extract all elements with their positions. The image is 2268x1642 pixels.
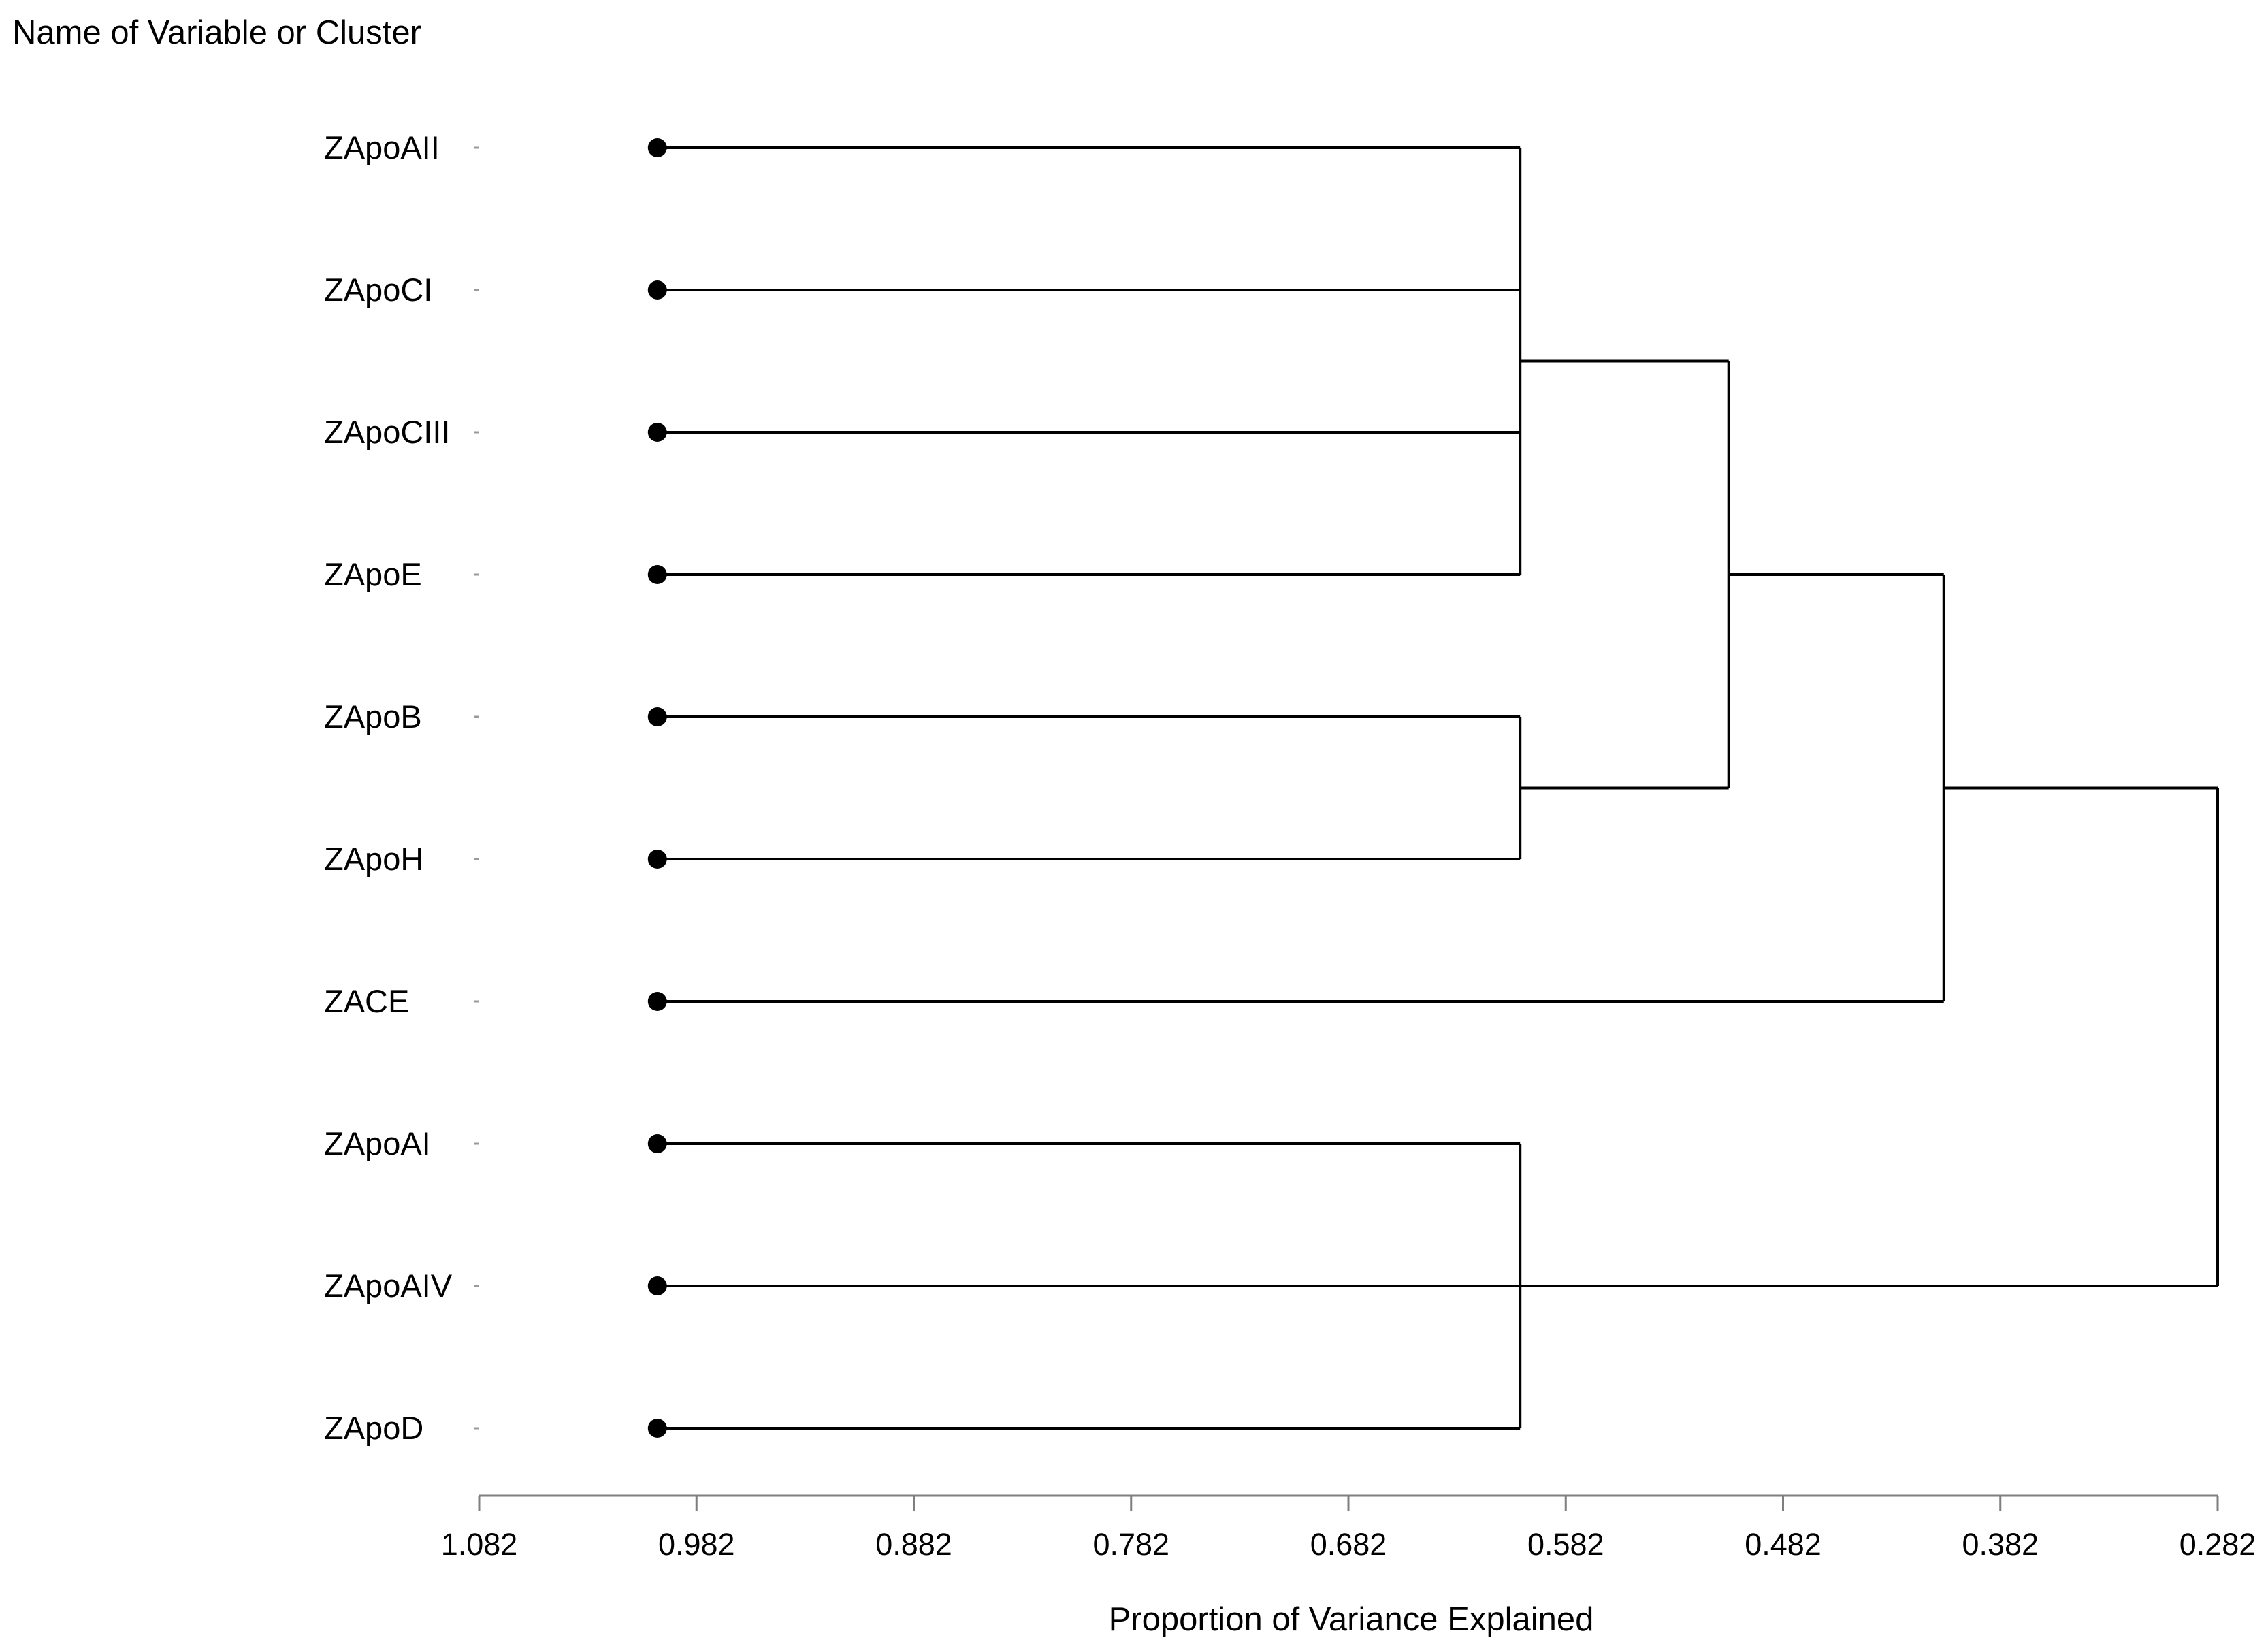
leaf-labels: ZApoAII ZApoCI ZApoCIII ZApoE ZApoB ZApoH ZACE… — [324, 129, 479, 1446]
leaf-label: ZApoE — [324, 556, 422, 592]
leaf-marker — [647, 565, 667, 584]
leaf-marker — [647, 1134, 667, 1153]
leaf-label: ZApoB — [324, 698, 422, 735]
leaf-label: ZApoH — [324, 841, 423, 877]
leaf-marker — [647, 1419, 667, 1438]
leaf-marker — [647, 138, 667, 157]
x-tick-label: 0.682 — [1310, 1527, 1387, 1562]
x-axis-title: Proportion of Variance Explained — [1109, 1601, 1594, 1638]
leaf-label: ZApoAII — [324, 129, 440, 165]
dendrogram-links — [657, 146, 2219, 1430]
leaf-marker — [647, 280, 667, 300]
leaf-label: ZACE — [324, 983, 409, 1019]
leaf-marker — [647, 423, 667, 442]
leaf-label: ZApoD — [324, 1410, 423, 1446]
x-tick-label: 0.382 — [1962, 1527, 2039, 1562]
x-tick-label: 0.282 — [2180, 1527, 2256, 1562]
x-tick-label: 1.082 — [441, 1527, 518, 1562]
leaf-markers — [647, 138, 667, 1438]
x-tick-label: 0.582 — [1527, 1527, 1604, 1562]
leaf-marker — [647, 992, 667, 1011]
leaf-label: ZApoAIV — [324, 1268, 453, 1304]
leaf-marker — [647, 1276, 667, 1295]
y-axis-title: Name of Variable or Cluster — [12, 14, 421, 51]
leaf-label: ZApoCIII — [324, 414, 450, 450]
leaf-marker — [647, 850, 667, 869]
leaf-label: ZApoCI — [324, 272, 432, 308]
x-axis: 1.082 0.982 0.882 0.782 0.682 0.582 0.482 0.382… — [441, 1494, 2256, 1562]
x-tick-label: 0.482 — [1745, 1527, 1821, 1562]
leaf-label: ZApoAI — [324, 1125, 431, 1161]
x-tick-label: 0.882 — [875, 1527, 952, 1562]
x-tick-label: 0.782 — [1092, 1527, 1169, 1562]
x-tick-label: 0.982 — [658, 1527, 735, 1562]
leaf-marker — [647, 707, 667, 726]
